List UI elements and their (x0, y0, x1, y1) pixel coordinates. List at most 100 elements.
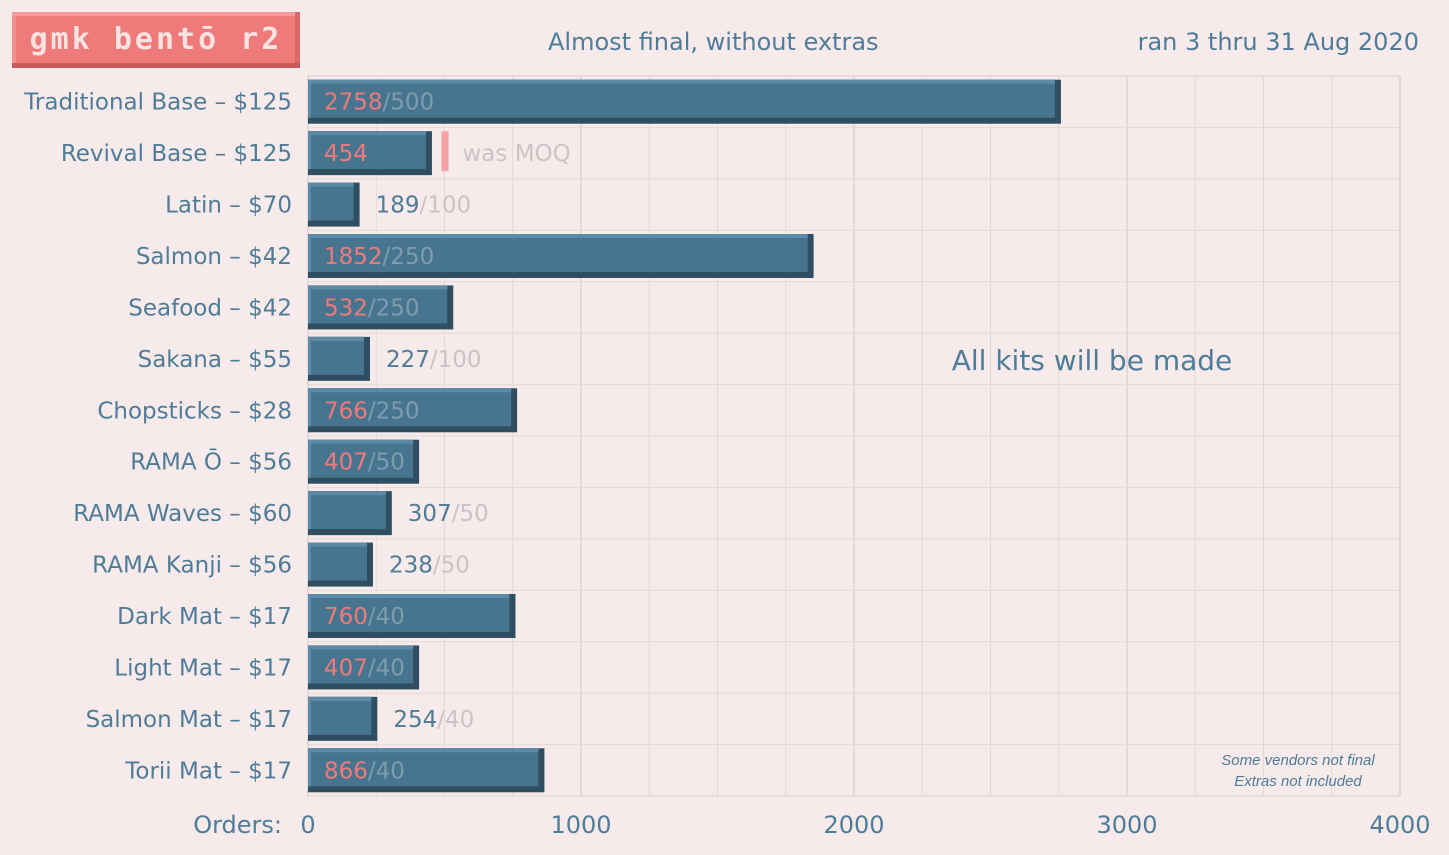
category-labels: Traditional Base – $125 Revival Base – $1… (23, 90, 292, 785)
bar-face (308, 491, 386, 530)
bar-face (308, 388, 512, 427)
bar-value-label: 189/100 (376, 193, 472, 219)
moq-label: /40 (368, 655, 405, 681)
order-count: 227 (386, 347, 430, 373)
category-label: Sakana – $55 (138, 347, 292, 373)
bar (308, 131, 432, 176)
order-count: 2758 (324, 90, 383, 116)
bar-highlight-top (308, 439, 414, 444)
order-count: 454 (324, 141, 368, 167)
bar-highlight-top (308, 79, 1055, 84)
category-label: Revival Base – $125 (61, 141, 292, 167)
bar-face (308, 79, 1055, 118)
bar-face (308, 336, 364, 375)
moq-label: /40 (368, 758, 405, 784)
bar-highlight-top (308, 388, 512, 393)
category-label: RAMA Ō – $56 (130, 449, 292, 476)
bar-face (308, 696, 372, 735)
bar-highlight-top (308, 182, 354, 187)
moq-label: /50 (368, 450, 405, 476)
bar-value-label: 866/40 (324, 758, 405, 784)
category-label: Dark Mat – $17 (117, 604, 292, 630)
order-count: 760 (324, 604, 368, 630)
category-label: Torii Mat – $17 (124, 758, 292, 784)
bar-highlight-top (308, 131, 426, 136)
bar-value-label: 407/50 (324, 450, 405, 476)
x-tick-label: 0 (300, 811, 315, 839)
moq-label: /250 (368, 295, 420, 321)
bar-highlight-top (308, 234, 808, 238)
bar-value-label: 2758/500 (324, 90, 434, 116)
order-count: 238 (389, 553, 433, 579)
bar-highlight-left (308, 131, 311, 170)
order-count: 307 (408, 501, 452, 527)
category-label: Light Mat – $17 (114, 655, 292, 681)
x-tick-label: 1000 (550, 811, 611, 839)
moq-label: /500 (383, 90, 435, 116)
bar-highlight-top (308, 645, 414, 650)
former-moq-label: was MOQ (463, 141, 571, 167)
note-extras: Extras not included (1234, 773, 1362, 790)
bar-highlight-left (308, 182, 311, 221)
moq-label: /50 (433, 553, 470, 579)
bar-value-label: 254/40 (393, 707, 474, 733)
bar-value-label: 227/100 (386, 347, 482, 373)
x-tick-label: 3000 (1096, 811, 1157, 839)
bar (308, 439, 420, 484)
category-label: RAMA Waves – $60 (73, 501, 292, 527)
bar-face (308, 594, 510, 632)
bar-highlight-left (308, 234, 311, 272)
moq-label: /50 (452, 501, 489, 527)
bar-value-label: 238/50 (389, 553, 470, 579)
bar-face (308, 234, 808, 272)
order-count: 407 (324, 655, 368, 681)
bar-highlight-left (308, 594, 311, 632)
moq-label: /40 (437, 707, 474, 733)
grid (307, 75, 1401, 797)
bar-value-label: 532/250 (324, 295, 420, 321)
chart-subtitle: Almost final, without extras (548, 28, 879, 56)
bar-value-label: 307/50 (408, 501, 489, 527)
bar (308, 645, 420, 690)
x-axis-label: Orders: (193, 811, 282, 839)
order-count: 766 (324, 398, 368, 424)
bar-highlight-top (308, 748, 539, 753)
bar-face (308, 131, 426, 170)
category-label: Seafood – $42 (128, 295, 292, 321)
logo: gmk bentō r2 (12, 12, 300, 68)
bar-value-label: 1852/250 (324, 244, 434, 270)
order-count: 866 (324, 758, 368, 784)
bar-face (308, 439, 414, 478)
bar-highlight-top (308, 542, 367, 547)
order-count: 254 (393, 707, 437, 733)
bar-face (308, 748, 539, 787)
bar (308, 336, 370, 381)
bar-highlight-top (308, 491, 386, 496)
bar-highlight-left (308, 285, 311, 324)
bar-highlight-left (308, 696, 311, 735)
order-count: 1852 (324, 244, 383, 270)
bar-highlight-top (308, 336, 364, 341)
moq-label: /40 (368, 604, 405, 630)
moq-label: /100 (430, 347, 482, 373)
bar-highlight-left (308, 79, 311, 118)
bar (308, 182, 360, 227)
bar (308, 594, 516, 638)
bars: 2758/500454189/1001852/250532/250227/100… (308, 79, 1061, 793)
category-label: RAMA Kanji – $56 (92, 553, 292, 579)
bar-value-label: 407/40 (324, 655, 405, 681)
moq-label: /250 (383, 244, 435, 270)
bar-face (308, 645, 414, 684)
bar-face (308, 285, 448, 324)
category-label: Traditional Base – $125 (23, 90, 292, 116)
bar (308, 491, 392, 536)
category-label: Latin – $70 (165, 193, 292, 219)
bar-highlight-left (308, 336, 311, 375)
bar-face (308, 182, 354, 221)
x-tick-label: 4000 (1369, 811, 1430, 839)
category-label: Chopsticks – $28 (97, 398, 292, 424)
bar-highlight-left (308, 645, 311, 684)
bar-highlight-left (308, 491, 311, 530)
bar-highlight-left (308, 388, 311, 427)
bar (308, 696, 378, 741)
